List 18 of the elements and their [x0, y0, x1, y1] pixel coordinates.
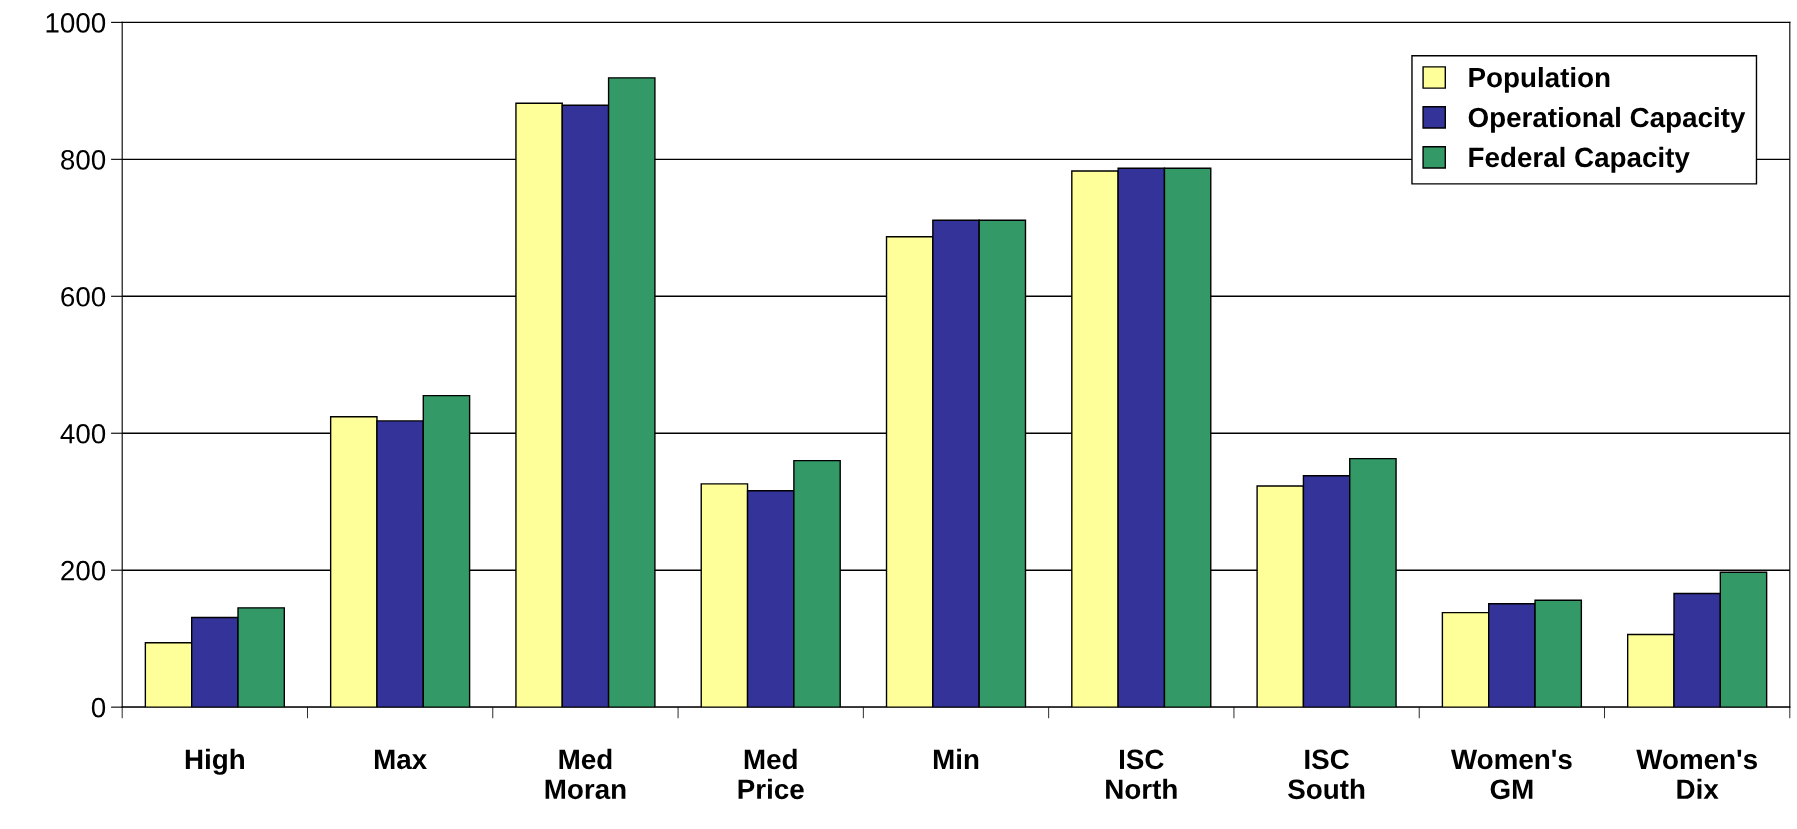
y-tick-label: 600 [61, 286, 106, 307]
x-tick-label: Med Price [738, 748, 804, 800]
legend-label: Federal Capacity [1469, 146, 1690, 173]
x-tick-label: Min [933, 748, 979, 769]
x-tick-label: ISC South [1288, 749, 1365, 800]
y-tick-label: 800 [61, 150, 106, 170]
y-tick-label: 0 [91, 697, 106, 718]
y-tick-label: 200 [61, 560, 106, 581]
x-tick-label: Med Moran [545, 748, 626, 800]
x-tick-label: High [185, 748, 244, 775]
x-tick-label: Max [374, 749, 427, 770]
y-tick-label: 400 [60, 423, 106, 444]
legend-label: Population [1469, 66, 1610, 93]
legend-label: Operational Capacity [1468, 106, 1746, 133]
x-tick-label: Women's Dix [1636, 749, 1757, 799]
x-tick-label: Women's GM [1450, 749, 1572, 800]
y-tick-label: 1000 [46, 13, 106, 33]
x-tick-label: ISC North [1106, 749, 1177, 800]
